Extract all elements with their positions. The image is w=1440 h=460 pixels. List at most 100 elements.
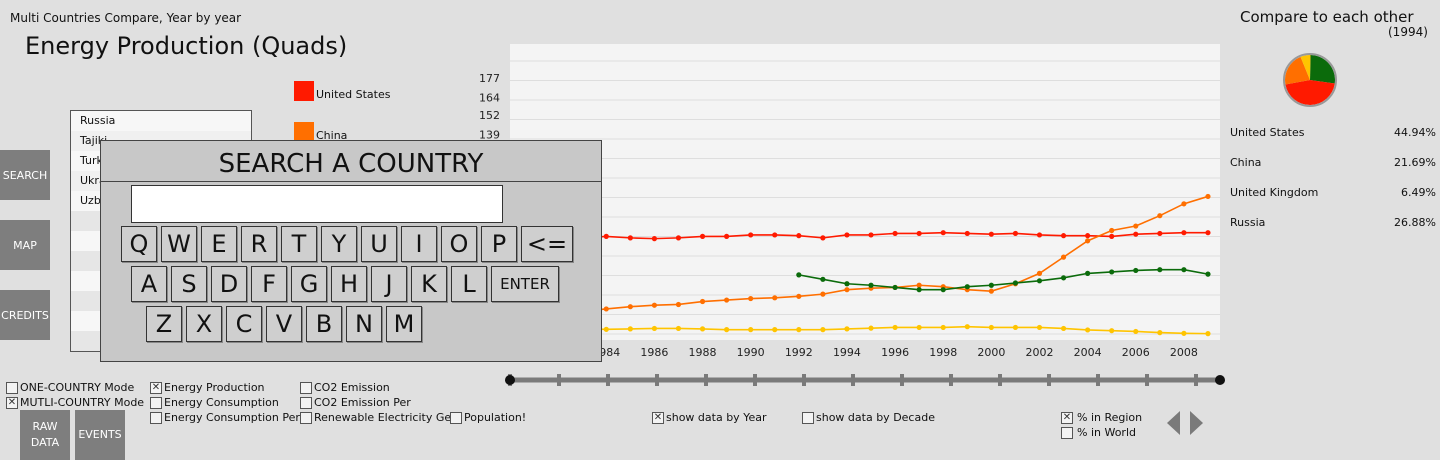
data-point: [892, 324, 898, 331]
checkbox-box[interactable]: [300, 381, 312, 394]
search-dialog-title: SEARCH A COUNTRY: [101, 141, 601, 182]
timeline-tick: [753, 374, 757, 386]
x-tick-label: 1996: [881, 346, 909, 359]
co2-emission-checkbox[interactable]: CO2 Emission: [300, 380, 458, 395]
search-button[interactable]: SEARCH: [0, 150, 50, 200]
energy-production-checkbox[interactable]: Energy Production: [150, 380, 300, 395]
data-point: [940, 287, 946, 293]
checkbox-label: Energy Production: [164, 381, 265, 394]
key-v[interactable]: V: [266, 306, 302, 342]
timeline-tick: [655, 374, 659, 386]
map-button[interactable]: MAP: [0, 220, 50, 270]
data-point: [916, 287, 922, 293]
key-r[interactable]: R: [241, 226, 277, 262]
next-arrow-icon[interactable]: [1188, 410, 1204, 436]
compare-row-russia: Russia 26.88%: [1230, 216, 1436, 229]
checkbox-box[interactable]: [652, 411, 664, 424]
key-w[interactable]: W: [161, 226, 197, 262]
key-y[interactable]: Y: [321, 226, 357, 262]
checkbox-box[interactable]: [300, 411, 312, 424]
key-q[interactable]: Q: [121, 226, 157, 262]
key-k[interactable]: K: [411, 266, 447, 302]
raw-data-button[interactable]: RAW DATA: [20, 410, 70, 460]
checkbox-box[interactable]: [802, 411, 814, 424]
key-l[interactable]: L: [451, 266, 487, 302]
data-point: [1181, 330, 1187, 336]
key-f[interactable]: F: [251, 266, 287, 302]
data-point: [1012, 324, 1019, 331]
checkbox-box[interactable]: [6, 396, 18, 409]
key-c[interactable]: C: [226, 306, 262, 342]
year-timeline-slider[interactable]: [505, 370, 1227, 390]
data-point: [748, 327, 754, 333]
data-point: [868, 232, 874, 238]
data-point: [724, 233, 730, 239]
legend-item-china[interactable]: China: [294, 122, 347, 142]
series-line: [509, 325, 1208, 335]
checkbox-box[interactable]: [150, 411, 162, 424]
list-item[interactable]: Russia: [71, 111, 251, 131]
pie-slice: [1285, 80, 1335, 105]
key-x[interactable]: X: [186, 306, 222, 342]
data-point: [916, 282, 922, 288]
data-point: [651, 302, 658, 308]
key-d[interactable]: D: [211, 266, 247, 302]
percent-in-region-checkbox[interactable]: % in Region: [1061, 410, 1142, 425]
key-s[interactable]: S: [171, 266, 207, 302]
checkbox-box[interactable]: [150, 396, 162, 409]
timeline-tick: [1096, 374, 1100, 386]
checkbox-box[interactable]: [450, 411, 462, 424]
energy-consumption-per-checkbox[interactable]: Energy Consumption Per: [150, 410, 300, 425]
x-tick-label: 1986: [640, 346, 668, 359]
x-tick-label: 2000: [977, 346, 1005, 359]
timeline-tick: [1047, 374, 1051, 386]
backspace-key[interactable]: <=: [521, 226, 573, 262]
multi-country-mode-checkbox[interactable]: MUTLI-COUNTRY Mode: [6, 395, 144, 410]
show-by-year-checkbox[interactable]: show data by Year: [652, 410, 766, 425]
percent-in-world-checkbox[interactable]: % in World: [1061, 425, 1142, 440]
timeline-start-handle[interactable]: [505, 375, 515, 385]
data-point: [627, 326, 633, 332]
show-by-decade-checkbox[interactable]: show data by Decade: [802, 410, 935, 425]
key-m[interactable]: M: [386, 306, 422, 342]
search-input[interactable]: [131, 185, 503, 223]
credits-button[interactable]: CREDITS: [0, 290, 50, 340]
compare-pie-chart: [1283, 53, 1337, 107]
checkbox-label: MUTLI-COUNTRY Mode: [20, 396, 145, 409]
population-checkbox[interactable]: Population!: [450, 410, 526, 425]
x-tick-label: 2004: [1074, 346, 1102, 359]
key-b[interactable]: B: [306, 306, 342, 342]
key-z[interactable]: Z: [146, 306, 182, 342]
enter-key[interactable]: ENTER: [491, 266, 559, 302]
checkbox-box[interactable]: [300, 396, 312, 409]
key-e[interactable]: E: [201, 226, 237, 262]
data-point: [1085, 233, 1091, 239]
renewable-electricity-checkbox[interactable]: Renewable Electricity Gen: [300, 410, 458, 425]
data-point: [820, 291, 826, 297]
key-g[interactable]: G: [291, 266, 327, 302]
key-p[interactable]: P: [481, 226, 517, 262]
co2-emission-per-checkbox[interactable]: CO2 Emission Per: [300, 395, 458, 410]
data-point: [1205, 230, 1211, 236]
key-t[interactable]: T: [281, 226, 317, 262]
key-i[interactable]: I: [401, 226, 437, 262]
key-j[interactable]: J: [371, 266, 407, 302]
previous-arrow-icon[interactable]: [1166, 410, 1182, 436]
checkbox-box[interactable]: [1061, 426, 1073, 439]
events-button[interactable]: EVENTS: [75, 410, 125, 460]
checkbox-box[interactable]: [150, 381, 162, 394]
legend-item-us[interactable]: United States: [294, 81, 391, 101]
checkbox-box[interactable]: [1061, 411, 1073, 424]
x-tick-label: 2008: [1170, 346, 1198, 359]
energy-consumption-checkbox[interactable]: Energy Consumption: [150, 395, 300, 410]
key-o[interactable]: O: [441, 226, 477, 262]
key-h[interactable]: H: [331, 266, 367, 302]
plot-area: [510, 44, 1220, 340]
key-u[interactable]: U: [361, 226, 397, 262]
one-country-mode-checkbox[interactable]: ONE-COUNTRY Mode: [6, 380, 144, 395]
checkbox-box[interactable]: [6, 381, 18, 394]
key-n[interactable]: N: [346, 306, 382, 342]
timeline-end-handle[interactable]: [1215, 375, 1225, 385]
key-a[interactable]: A: [131, 266, 167, 302]
data-point: [796, 233, 802, 239]
